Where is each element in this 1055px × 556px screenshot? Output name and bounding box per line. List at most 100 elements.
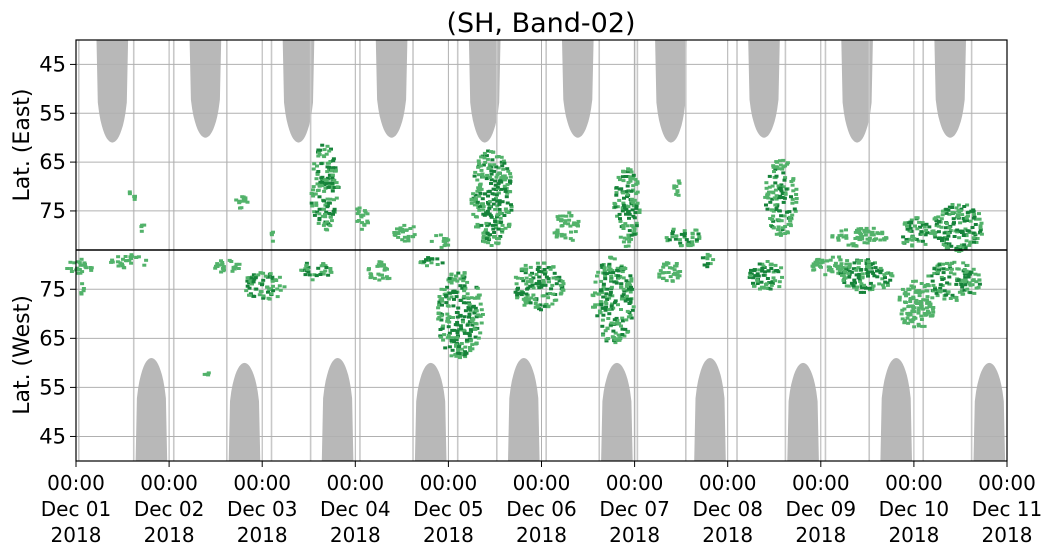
echo-cell-9-224 [481,208,486,212]
echo-cell-35-136 [963,283,968,287]
echo-cell-28-249 [630,287,635,291]
daylight-west-8 [880,358,913,461]
echo-cell-10-53 [563,219,568,223]
echo-cell-27-98 [558,292,563,296]
echo-cell-26-25 [463,355,468,359]
echo-cell-24-28 [369,273,374,277]
echo-cell-21-6 [230,269,235,273]
echo-cell-26-274 [462,294,467,298]
echo-cell-8-18 [438,233,443,237]
echo-cell-16-68 [927,225,932,229]
echo-cell-32-49 [839,262,844,266]
echo-cell-31-16 [749,268,753,272]
echo-cell-10-43 [558,214,563,218]
echo-cell-14-161 [768,217,773,220]
echo-cell-29-15 [674,262,679,265]
echo-cell-24-10 [387,276,392,280]
echo-cell-30-14 [705,252,710,256]
echo-cell-21-4 [236,267,241,270]
echo-cell-34-76 [908,311,913,315]
xtick-label-7-2: 2018 [702,523,753,547]
echo-cell-26-164 [465,323,470,327]
echo-cell-9-115 [505,191,510,195]
echo-cell-9-252 [493,220,498,223]
echo-cell-9-285 [483,240,488,244]
echo-cell-30-1 [708,262,713,266]
echo-cell-5-66 [312,162,317,166]
echo-cluster-16 [901,216,937,248]
echo-cell-5-115 [315,210,320,214]
echo-cell-5-96 [322,222,327,226]
echo-cell-26-5 [458,277,463,281]
echo-cell-30-13 [700,256,705,260]
echo-cell-34-32 [924,289,929,293]
echo-cell-5-117 [320,180,325,184]
echo-cell-3-12 [241,199,246,203]
echo-cell-35-51 [962,280,967,284]
echo-cell-36-2 [202,372,207,376]
echo-cell-27-41 [531,293,536,297]
echo-cell-35-150 [971,278,976,282]
echo-cell-33-108 [838,272,843,276]
echo-cell-29-26 [664,263,669,267]
echo-cell-26-254 [465,338,469,342]
echo-cell-5-74 [326,222,331,226]
echo-cell-9-146 [481,236,486,240]
echo-cell-33-70 [879,268,884,272]
echo-cell-5-60 [325,197,330,201]
echo-cell-10-52 [564,214,569,218]
echo-cell-5-148 [323,212,327,216]
echo-cluster-18 [65,257,94,275]
echo-cell-33-0 [858,290,863,294]
echo-cell-17-149 [946,208,951,212]
echo-cell-34-94 [911,279,916,283]
echo-cell-22-9 [245,279,250,283]
echo-cell-9-233 [495,215,499,219]
echo-cell-28-209 [625,309,630,313]
echo-cell-13-9 [670,235,675,239]
echo-cell-26-121 [456,271,461,275]
echo-cell-8-5 [442,237,447,240]
daylight-east-0 [96,40,129,143]
echo-cell-33-116 [844,268,849,272]
echo-cluster-2 [139,223,147,233]
echo-cell-33-124 [844,284,849,288]
echo-cell-11-155 [629,197,634,201]
echo-cell-9-206 [504,176,508,180]
echo-cell-16-12 [920,221,925,225]
echo-cell-22-22 [248,276,253,280]
echo-cell-11-144 [635,201,640,205]
echo-cell-35-115 [960,285,965,289]
echo-cell-11-92 [634,224,639,228]
echo-cell-14-163 [778,194,783,198]
ytick-label-east-3: 75 [39,199,66,223]
xtick-label-5-2: 2018 [516,523,567,547]
echo-cell-15-68 [871,226,876,230]
echo-cell-10-4 [562,221,567,225]
echo-cell-23-37 [303,273,308,277]
echo-cell-27-119 [550,283,555,287]
echo-cell-15-61 [864,226,869,230]
echo-cell-34-97 [924,306,929,310]
echo-cell-11-21 [622,196,626,200]
echo-cell-11-2 [633,177,638,181]
echo-cell-17-119 [936,237,941,240]
echo-cell-28-253 [623,327,628,331]
echo-cell-35-108 [937,268,941,272]
echo-cell-28-214 [619,297,624,301]
echo-cell-27-163 [535,261,540,265]
echo-cell-26-59 [449,354,454,358]
echo-cell-33-81 [854,288,859,292]
echo-cell-26-185 [467,320,472,324]
echo-cell-27-85 [549,287,554,291]
echo-cell-5-67 [331,166,336,170]
echo-cell-26-228 [452,297,456,301]
echo-cell-27-65 [539,308,543,312]
echo-cell-28-66 [613,301,617,305]
echo-cell-17-57 [943,226,948,230]
echo-cell-28-98 [617,333,622,337]
echo-cell-27-178 [558,283,563,287]
echo-cell-17-138 [960,213,965,217]
echo-cell-11-75 [624,237,629,241]
echo-cell-28-128 [599,263,604,267]
